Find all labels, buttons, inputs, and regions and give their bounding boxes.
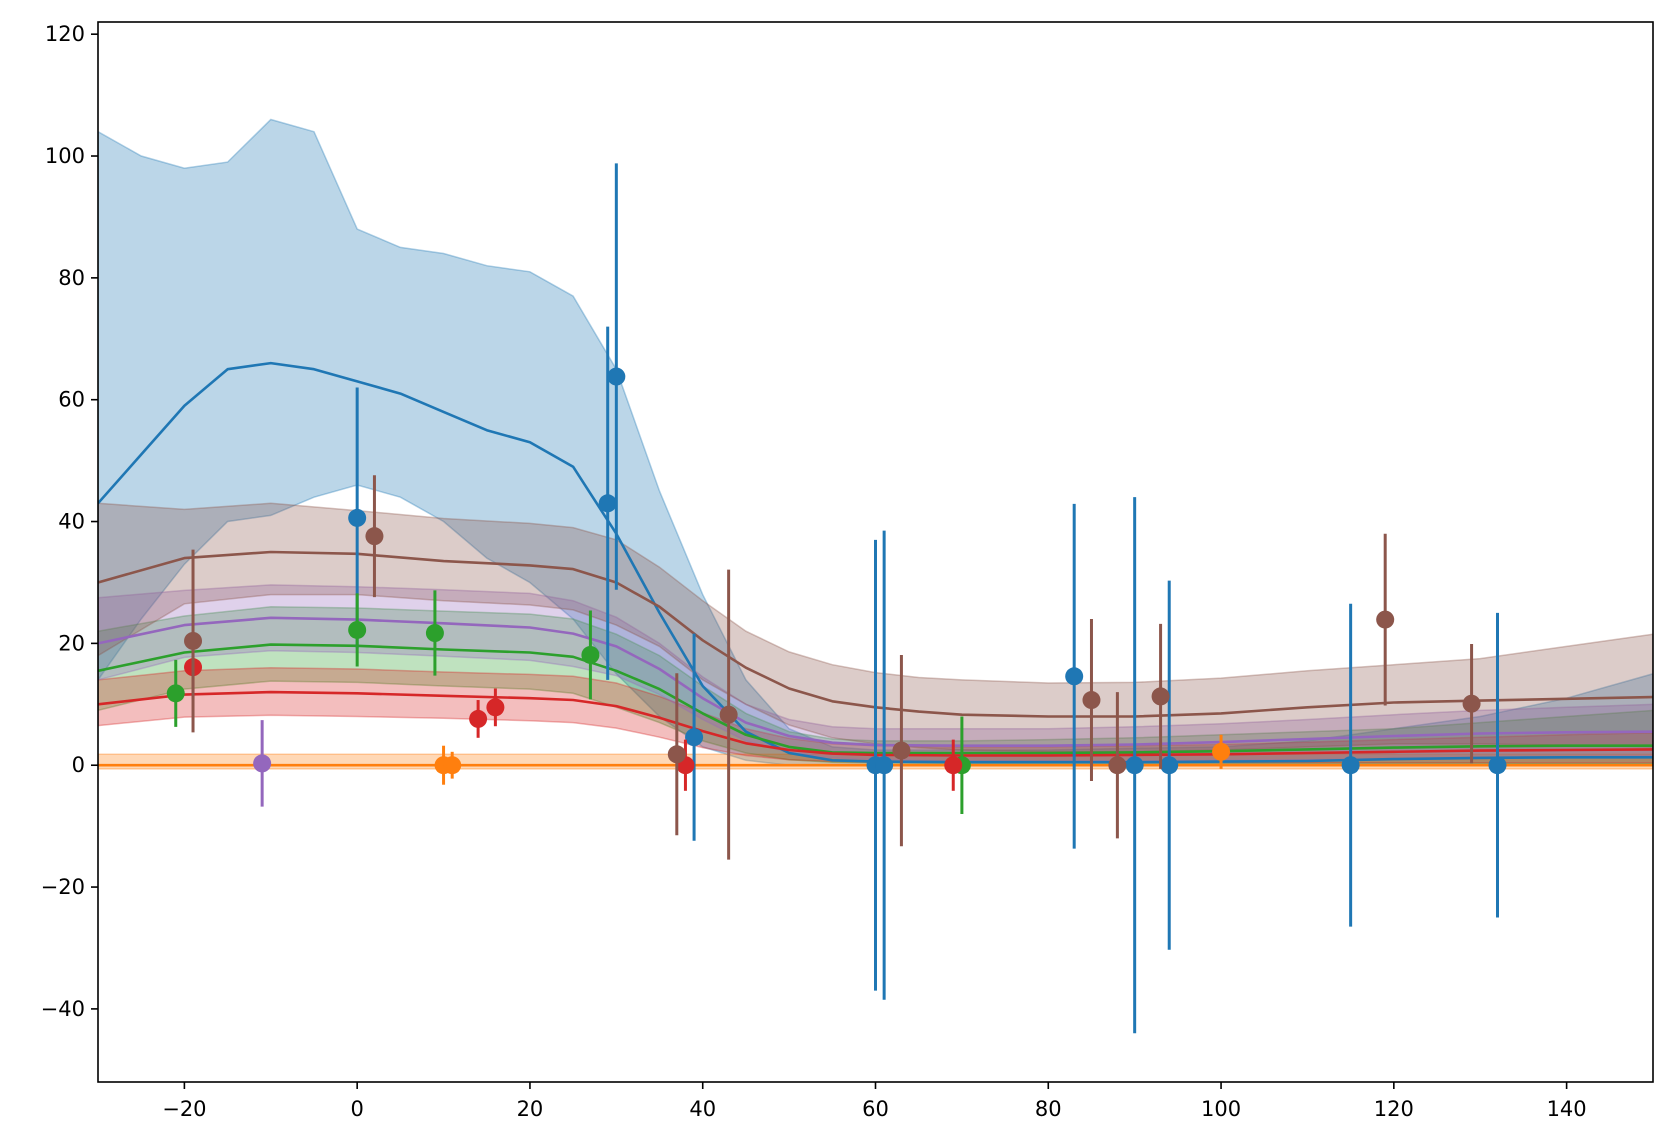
point-marker — [1212, 742, 1231, 761]
series-6-point-1 — [184, 549, 203, 733]
y-tick-label: 0 — [72, 753, 85, 777]
y-tick-label: −20 — [41, 875, 85, 899]
series-3-band — [98, 606, 1653, 765]
point-marker — [1488, 756, 1507, 775]
series-5-band — [98, 584, 1653, 762]
series-4-point-3 — [486, 688, 505, 727]
x-tick-label: 60 — [862, 1097, 889, 1121]
series-6-band — [98, 502, 1653, 753]
point-marker — [607, 367, 626, 386]
point-marker — [1108, 756, 1127, 775]
point-marker — [348, 508, 367, 527]
series-6-point-7 — [1108, 692, 1127, 839]
series-2-point-2 — [443, 751, 462, 779]
y-tick-label: 120 — [45, 22, 85, 46]
x-tick-label: 40 — [689, 1097, 716, 1121]
series-6-point-3 — [667, 673, 686, 836]
x-tick-label: 120 — [1374, 1097, 1414, 1121]
point-marker — [1160, 756, 1179, 775]
series-2-point-3 — [1212, 734, 1231, 769]
series-1-point-11 — [1488, 612, 1507, 918]
series-1-point-4 — [685, 633, 704, 841]
x-tick-label: 20 — [517, 1097, 544, 1121]
y-tick-label: −40 — [41, 997, 85, 1021]
point-marker — [667, 745, 686, 764]
point-marker — [425, 624, 444, 643]
x-tick-label: 140 — [1547, 1097, 1587, 1121]
y-tick-label: 20 — [58, 631, 85, 655]
point-marker — [1376, 610, 1395, 629]
series-6-point-5 — [892, 654, 911, 847]
point-marker — [1125, 756, 1144, 775]
plot-area — [98, 118, 1653, 1034]
point-marker — [184, 631, 203, 650]
series-1-line — [98, 361, 1653, 764]
series-6-line — [98, 550, 1653, 718]
point-marker — [598, 494, 617, 513]
point-marker — [486, 698, 505, 717]
series-1-point-2 — [598, 326, 617, 680]
point-marker — [365, 527, 384, 546]
point-marker — [469, 709, 488, 728]
x-tick-label: 100 — [1201, 1097, 1241, 1121]
point-marker — [1341, 756, 1360, 775]
series-1-point-3 — [607, 163, 626, 590]
series-6-point-2 — [365, 475, 384, 598]
series-4-band — [98, 666, 1653, 764]
point-marker — [1065, 667, 1084, 686]
series-1-point-10 — [1341, 603, 1360, 927]
series-3-point-1 — [166, 659, 185, 727]
series-3-point-2 — [348, 593, 367, 667]
point-marker — [348, 620, 367, 639]
y-tick-label: 100 — [45, 144, 85, 168]
point-marker — [253, 754, 272, 773]
x-tick-label: 0 — [350, 1097, 363, 1121]
series-3-point-4 — [581, 610, 600, 700]
point-marker — [443, 756, 462, 775]
y-tick-label: 40 — [58, 510, 85, 534]
data-points — [166, 163, 1507, 1034]
x-axis: −20 0 20 40 60 80 100 120 140 — [162, 1082, 1587, 1121]
point-marker — [1462, 694, 1481, 713]
series-1-point-6 — [875, 530, 894, 1000]
series-1-point-9 — [1160, 580, 1179, 950]
point-marker — [944, 756, 963, 775]
series-1-point-8 — [1125, 497, 1144, 1034]
series-6-point-9 — [1376, 533, 1395, 706]
point-marker — [166, 684, 185, 703]
point-marker — [892, 741, 911, 760]
series-5-line — [98, 616, 1653, 748]
series-1-point-7 — [1065, 503, 1084, 849]
series-6-point-6 — [1082, 619, 1101, 782]
series-6-point-8 — [1151, 623, 1170, 769]
y-axis: −40 −20 0 20 40 60 80 100 120 — [41, 22, 98, 1021]
series-4-point-5 — [944, 739, 963, 791]
point-marker — [685, 728, 704, 747]
series-6-point-4 — [719, 569, 738, 860]
x-tick-label: −20 — [162, 1097, 206, 1121]
series-1-band — [98, 118, 1653, 766]
series-4-line — [98, 690, 1653, 757]
y-tick-label: 60 — [58, 388, 85, 412]
series-3-point-3 — [425, 590, 444, 676]
series-5-point-1 — [253, 720, 272, 807]
point-marker — [719, 705, 738, 724]
point-marker — [1082, 691, 1101, 710]
series-4-point-2 — [469, 700, 488, 738]
point-marker — [581, 645, 600, 664]
x-tick-label: 80 — [1035, 1097, 1062, 1121]
series-6-point-10 — [1462, 643, 1481, 764]
y-tick-label: 80 — [58, 266, 85, 290]
series-3-line — [98, 643, 1653, 755]
point-marker — [875, 756, 894, 775]
point-marker — [1151, 687, 1170, 706]
